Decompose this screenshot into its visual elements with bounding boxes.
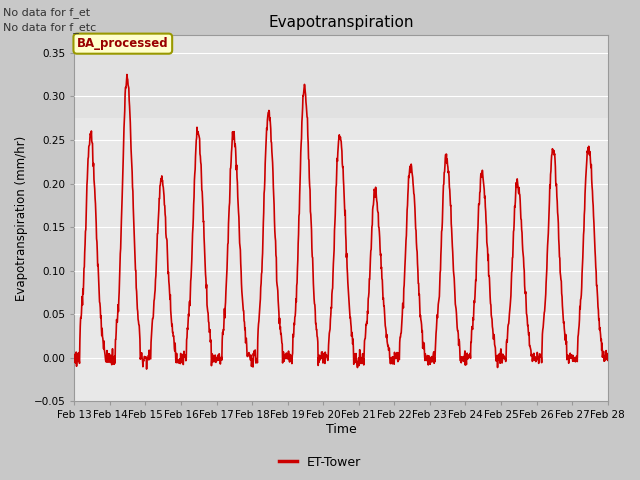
Bar <box>74 36 607 118</box>
Y-axis label: Evapotranspiration (mm/hr): Evapotranspiration (mm/hr) <box>15 136 28 301</box>
Text: No data for f_et: No data for f_et <box>3 7 90 18</box>
Text: No data for f_etc: No data for f_etc <box>3 22 97 33</box>
X-axis label: Time: Time <box>326 423 356 436</box>
Text: BA_processed: BA_processed <box>77 37 168 50</box>
Legend: ET-Tower: ET-Tower <box>273 451 367 474</box>
Title: Evapotranspiration: Evapotranspiration <box>268 15 413 30</box>
